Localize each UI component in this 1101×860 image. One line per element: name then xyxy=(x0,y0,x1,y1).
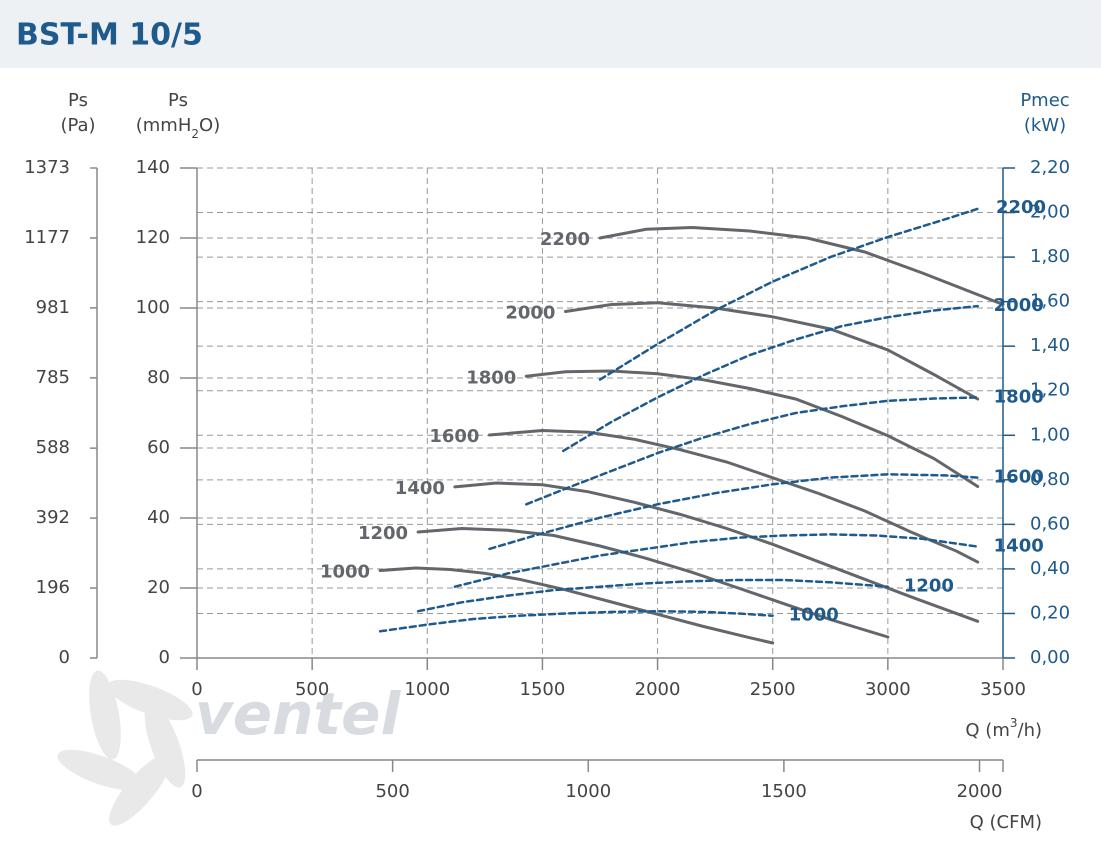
power-curve xyxy=(453,533,979,588)
y-unit-part: 2 xyxy=(191,127,199,141)
x-tick-label: 3000 xyxy=(865,679,911,700)
y2-tick-label: 1,40 xyxy=(1030,335,1070,356)
pressure-curve xyxy=(524,369,980,488)
pressure-curve-label: 2200 xyxy=(540,229,590,250)
cfm-tick-label: 500 xyxy=(375,781,409,802)
y-tick-label: 120 xyxy=(136,227,170,248)
pa-tick-label: 1373 xyxy=(24,157,70,178)
y-axis-name: Ps xyxy=(168,90,188,111)
pressure-curve-label: 1600 xyxy=(429,426,479,447)
y2-tick-label: 0,80 xyxy=(1030,469,1070,490)
pa-tick-label: 196 xyxy=(36,577,70,598)
y2-axis-name: Pmec xyxy=(1020,90,1069,111)
power-curve-label: 1400 xyxy=(994,536,1044,557)
y2-tick-label: 2,00 xyxy=(1030,202,1070,223)
watermark: ventel xyxy=(195,680,401,748)
y2-tick-label: 1,00 xyxy=(1030,424,1070,445)
power-curve-label: 2200 xyxy=(996,197,1046,218)
power-curve xyxy=(416,578,890,613)
x-label-part: 3 xyxy=(1010,716,1018,730)
cfm-tick-label: 1000 xyxy=(565,781,611,802)
x-label-part: Q (m xyxy=(965,720,1009,741)
x-tick-label: 500 xyxy=(295,679,329,700)
y-tick-label: 20 xyxy=(147,577,170,598)
y2-tick-label: 0,40 xyxy=(1030,558,1070,579)
pa-tick-label: 981 xyxy=(36,297,70,318)
power-curve-label: 1600 xyxy=(994,467,1044,488)
pressure-curve xyxy=(488,428,980,564)
y-tick-label: 0 xyxy=(159,647,170,668)
cfm-tick-label: 0 xyxy=(191,781,202,802)
power-curve-label: 1000 xyxy=(789,605,839,626)
cfm-tick-label: 1500 xyxy=(761,781,807,802)
pressure-curve xyxy=(598,225,1005,306)
y2-tick-label: 1,80 xyxy=(1030,246,1070,267)
x-tick-label: 1000 xyxy=(404,679,450,700)
pa-tick-label: 0 xyxy=(59,647,70,668)
fan-logo xyxy=(57,670,193,826)
power-curve xyxy=(488,473,979,551)
power-curve-label: 1800 xyxy=(994,386,1044,407)
y-tick-label: 60 xyxy=(147,437,170,458)
y2-tick-label: 0,00 xyxy=(1030,647,1070,668)
pressure-curve xyxy=(416,526,890,639)
power-curve-label: 1200 xyxy=(904,576,954,597)
y-unit-part: O) xyxy=(199,115,220,136)
x-tick-label: 2000 xyxy=(635,679,681,700)
y2-tick-label: 0,20 xyxy=(1030,602,1070,623)
x-tick-label: 2500 xyxy=(750,679,796,700)
y-tick-label: 80 xyxy=(147,367,170,388)
cfm-axis-label: Q (CFM) xyxy=(970,812,1042,833)
pressure-curve xyxy=(564,301,980,401)
x-tick-label: 3500 xyxy=(980,679,1026,700)
pa-axis-unit: (Pa) xyxy=(60,115,95,136)
y2-tick-label: 0,60 xyxy=(1030,513,1070,534)
power-curve xyxy=(561,304,979,453)
y2-tick-label: 2,20 xyxy=(1030,157,1070,178)
pa-tick-label: 392 xyxy=(36,507,70,528)
y2-axis-unit: (kW) xyxy=(1024,115,1066,136)
power-curve xyxy=(525,396,979,506)
pa-tick-label: 785 xyxy=(36,367,70,388)
pressure-curve-label: 1000 xyxy=(320,562,370,583)
pa-tick-label: 588 xyxy=(36,437,70,458)
pressure-curve-label: 2000 xyxy=(505,303,555,324)
cfm-tick-label: 2000 xyxy=(957,781,1003,802)
pa-tick-label: 1177 xyxy=(24,227,70,248)
pressure-curve xyxy=(453,481,980,623)
chart-title: BST-M 10/5 xyxy=(16,18,203,53)
pressure-curve-label: 1800 xyxy=(466,367,516,388)
y-unit-part: (mmH xyxy=(136,115,192,136)
pa-axis-name: Ps xyxy=(68,90,88,111)
y2-tick-label: 1,20 xyxy=(1030,380,1070,401)
header-band xyxy=(0,0,1101,68)
x-tick-label: 1500 xyxy=(520,679,566,700)
x-label-part: /h) xyxy=(1018,720,1043,741)
pressure-curve-label: 1200 xyxy=(358,523,408,544)
power-curve xyxy=(378,609,774,633)
y-tick-label: 40 xyxy=(147,507,170,528)
pressure-curve-label: 1400 xyxy=(395,478,445,499)
y-tick-label: 100 xyxy=(136,297,170,318)
y2-tick-label: 1,60 xyxy=(1030,291,1070,312)
y-tick-label: 140 xyxy=(136,157,170,178)
y-axis-unit: (mmH2O) xyxy=(136,115,220,141)
power-curve-label: 2000 xyxy=(994,295,1044,316)
x-tick-label: 0 xyxy=(191,679,202,700)
power-curve xyxy=(598,206,982,381)
x-axis-label: Q (m3/h) xyxy=(965,716,1042,742)
